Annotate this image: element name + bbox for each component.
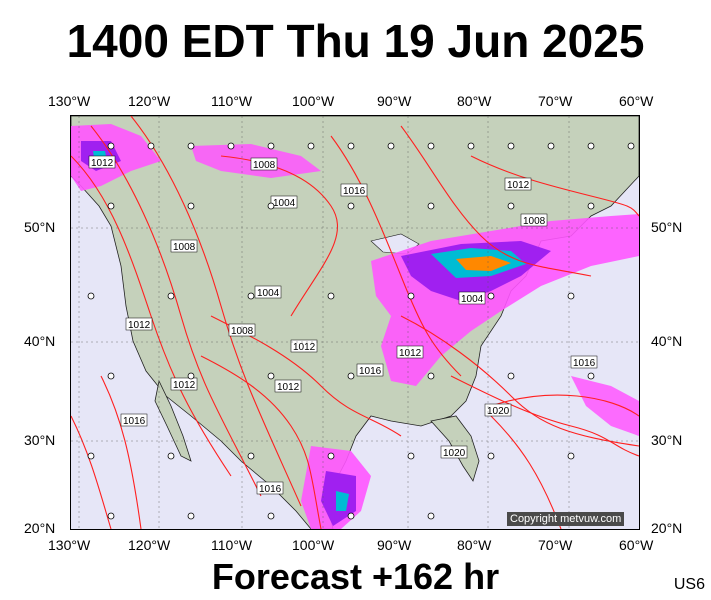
- isobar-line: [130, 116, 302, 507]
- lon-tick-bottom: 130°W: [48, 537, 91, 553]
- isobar-label: 1012: [290, 339, 318, 353]
- svg-text:1016: 1016: [123, 416, 146, 427]
- isobar-label: 1016: [340, 183, 368, 197]
- wind-stations: [87, 142, 635, 520]
- graticule: [71, 116, 639, 529]
- lon-tick-top: 70°W: [538, 93, 573, 109]
- svg-text:1008: 1008: [523, 216, 546, 227]
- isobar-label: 1008: [250, 157, 278, 171]
- isobar-line: [450, 375, 639, 457]
- lat-tick-left: 40°N: [24, 333, 56, 349]
- isobar-label: 1012: [170, 377, 198, 391]
- lon-tick-top: 80°W: [457, 93, 492, 109]
- rain-heavy-gulf: [336, 491, 349, 511]
- isobar-line: [100, 375, 142, 529]
- isobar-label: 1012: [125, 317, 153, 331]
- lon-tick-top: 130°W: [48, 93, 91, 109]
- precipitation: [71, 124, 639, 529]
- map-canvas: 1012 1008 1004 1016 1012 1008 1008 1004 …: [71, 116, 639, 529]
- svg-text:1016: 1016: [343, 186, 366, 197]
- svg-text:1012: 1012: [128, 320, 151, 331]
- lat-tick-right: 30°N: [651, 432, 683, 448]
- forecast-label: Forecast +162 hr: [211, 556, 500, 597]
- lat-tick-left: 50°N: [24, 219, 56, 235]
- svg-text:1004: 1004: [461, 294, 484, 305]
- isobar-line: [71, 155, 232, 477]
- isobar-line: [490, 394, 639, 417]
- isobar-line: [90, 125, 262, 497]
- isobar-line: [200, 355, 322, 529]
- copyright-badge: Copyright metvuw.com: [507, 512, 625, 526]
- svg-text:1016: 1016: [573, 358, 596, 369]
- isobar-line: [71, 415, 112, 529]
- isobar-label: 1012: [396, 345, 424, 359]
- svg-text:1012: 1012: [277, 382, 300, 393]
- svg-text:1012: 1012: [293, 342, 316, 353]
- isobar-label: 1020: [484, 403, 512, 417]
- isobar-line: [400, 125, 592, 277]
- svg-text:1008: 1008: [253, 160, 276, 171]
- lat-tick-right: 20°N: [651, 520, 683, 536]
- lon-tick-bottom: 70°W: [538, 537, 573, 553]
- isobar-label: 1020: [440, 445, 468, 459]
- svg-text:1004: 1004: [257, 288, 280, 299]
- svg-text:1008: 1008: [231, 326, 254, 337]
- lon-tick-top: 100°W: [292, 93, 335, 109]
- isobar-labels: 1012 1008 1004 1016 1012 1008 1008 1004 …: [88, 155, 598, 495]
- isobar-label: 1012: [274, 379, 302, 393]
- svg-text:1020: 1020: [443, 448, 466, 459]
- isobar-label: 1008: [520, 213, 548, 227]
- lat-tick-left: 30°N: [24, 432, 56, 448]
- lon-tick-top: 110°W: [211, 93, 253, 109]
- isobar-line: [330, 135, 462, 377]
- isobar-label: 1012: [88, 155, 116, 169]
- lat-tick-left: 20°N: [24, 520, 56, 536]
- isobar-label: 1016: [256, 481, 284, 495]
- svg-text:1012: 1012: [507, 180, 530, 191]
- isobars: [71, 116, 639, 529]
- isobar-line: [470, 155, 639, 217]
- lon-tick-bottom: 90°W: [377, 537, 412, 553]
- region-code: US6: [673, 576, 705, 593]
- isobar-line: [400, 315, 639, 447]
- isobar-label: 1016: [356, 363, 384, 377]
- lon-tick-bottom: 80°W: [457, 537, 492, 553]
- rain-extreme-great-lakes: [456, 256, 511, 271]
- isobar-label: 1008: [170, 239, 198, 253]
- isobar-label: 1004: [458, 291, 486, 305]
- svg-text:1012: 1012: [173, 380, 196, 391]
- lon-tick-bottom: 100°W: [292, 537, 335, 553]
- isobar-label: 1008: [228, 323, 256, 337]
- lon-tick-top: 90°W: [377, 93, 412, 109]
- svg-text:1012: 1012: [91, 158, 114, 169]
- svg-text:1004: 1004: [273, 198, 296, 209]
- rain-band-atlantic: [571, 376, 639, 436]
- map-title: 1400 EDT Thu 19 Jun 2025: [66, 15, 645, 67]
- lon-tick-bottom: 60°W: [619, 537, 654, 553]
- lat-tick-right: 50°N: [651, 219, 683, 235]
- isobar-label: 1004: [270, 195, 298, 209]
- svg-text:1012: 1012: [399, 348, 422, 359]
- svg-text:1008: 1008: [173, 242, 196, 253]
- lon-tick-top: 120°W: [128, 93, 171, 109]
- lon-tick-bottom: 120°W: [128, 537, 171, 553]
- isobar-label: 1012: [504, 177, 532, 191]
- isobar-label: 1016: [120, 413, 148, 427]
- weather-map: 1012 1008 1004 1016 1012 1008 1008 1004 …: [70, 115, 640, 530]
- svg-text:1016: 1016: [259, 484, 282, 495]
- lon-tick-top: 60°W: [619, 93, 654, 109]
- svg-text:1020: 1020: [487, 406, 510, 417]
- isobar-label: 1016: [570, 355, 598, 369]
- lat-tick-right: 40°N: [651, 333, 683, 349]
- isobar-label: 1004: [254, 285, 282, 299]
- svg-text:1016: 1016: [359, 366, 382, 377]
- lon-tick-bottom: 110°W: [211, 537, 253, 553]
